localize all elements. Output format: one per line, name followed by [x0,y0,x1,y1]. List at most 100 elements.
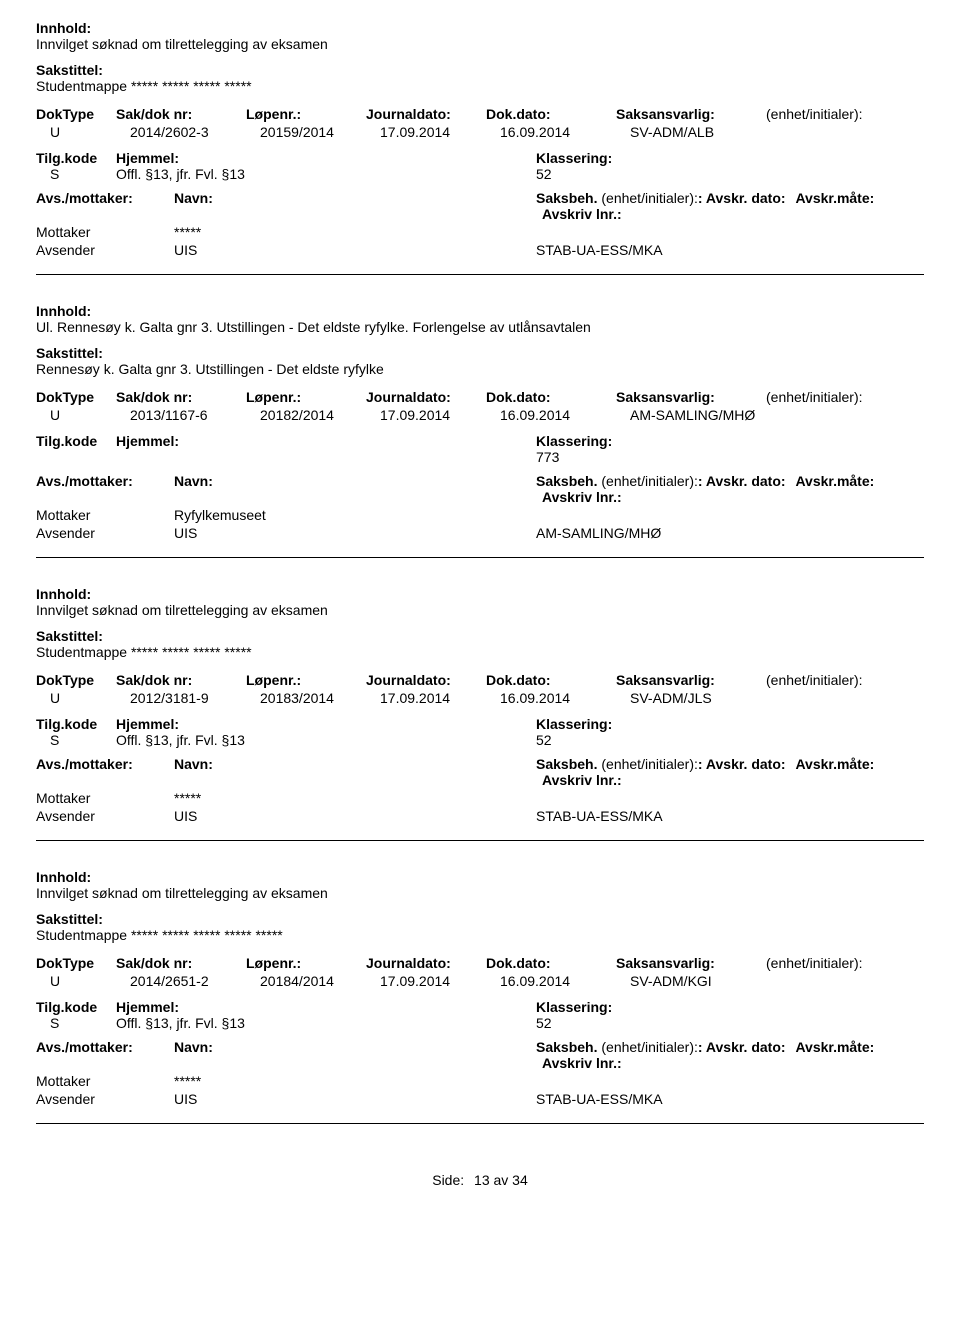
mottaker-label: Mottaker [36,224,174,240]
sakdoknr-value: 2013/1167-6 [130,407,260,423]
klassering-value: 52 [536,166,924,182]
tilg-data: S Offl. §13, jfr. Fvl. §13 52 [36,166,924,182]
lopenr-value: 20182/2014 [260,407,380,423]
data-row: U 2012/3181-9 20183/2014 17.09.2014 16.0… [36,690,924,706]
record: Innhold: Innvilget søknad om tilretteleg… [36,586,924,841]
enhetinit-label: (enhet/initialer): [766,389,924,405]
tilg-row: Tilg.kode Hjemmel: Klassering: [36,150,924,166]
hjemmel-value [116,449,536,465]
hjemmel-label: Hjemmel: [116,716,179,732]
enhetinit-label: (enhet/initialer): [766,955,924,971]
avsmottaker-label: Avs./mottaker: [36,1039,174,1071]
hjemmel-value: Offl. §13, jfr. Fvl. §13 [116,166,536,182]
avskrdato-label: Avskr. dato: [706,756,786,772]
innhold-label: Innhold: [36,20,924,36]
navn-label: Navn: [174,1039,536,1071]
enhetinit-label: (enhet/initialer): [766,106,924,122]
tilg-row: Tilg.kode Hjemmel: Klassering: [36,716,924,732]
tilg-data: S Offl. §13, jfr. Fvl. §13 52 [36,732,924,748]
journaldato-label: Journaldato: [366,672,486,688]
data-row: U 2014/2651-2 20184/2014 17.09.2014 16.0… [36,973,924,989]
saksbeh-label: Saksbeh. [536,473,597,489]
saksansvarlig-value: SV-ADM/ALB [630,124,780,140]
tilgkode-value [36,449,116,465]
divider [36,274,924,275]
klassering-label: Klassering: [536,999,924,1015]
innhold-value: Ul. Rennesøy k. Galta gnr 3. Utstillinge… [36,319,924,335]
journaldato-value: 17.09.2014 [380,973,500,989]
saksansvarlig-label: Saksansvarlig: [616,106,766,122]
sakdoknr-value: 2014/2651-2 [130,973,260,989]
enhetinit-label2: (enhet/initialer): [601,1039,698,1055]
mottaker-row: Mottaker ***** [36,1073,924,1089]
divider [36,1123,924,1124]
mottaker-row: Mottaker ***** [36,224,924,240]
saksbeh-header: Avs./mottaker: Navn: Saksbeh. (enhet/ini… [36,190,924,222]
dokdato-value: 16.09.2014 [500,690,630,706]
sakdoknr-value: 2014/2602-3 [130,124,260,140]
saksansvarlig-label: Saksansvarlig: [616,389,766,405]
tilgkode-value: S [36,1015,116,1031]
saksbeh-unit: STAB-UA-ESS/MKA [536,242,924,258]
saksbeh-header: Avs./mottaker: Navn: Saksbeh. (enhet/ini… [36,473,924,505]
sakdoknr-label: Sak/dok nr: [116,389,246,405]
mottaker-value: ***** [174,1073,536,1089]
avskrivlnr-label: Avskriv lnr.: [542,206,622,222]
sakdoknr-label: Sak/dok nr: [116,672,246,688]
dokdato-label: Dok.dato: [486,672,616,688]
mottaker-value: Ryfylkemuseet [174,507,536,523]
mottaker-row: Mottaker ***** [36,790,924,806]
dokdato-value: 16.09.2014 [500,124,630,140]
saksbeh-unit: AM-SAMLING/MHØ [536,525,924,541]
enhetinit-label2: (enhet/initialer): [601,756,698,772]
saksbeh-unit: STAB-UA-ESS/MKA [536,1091,924,1107]
tilg-data: S Offl. §13, jfr. Fvl. §13 52 [36,1015,924,1031]
mottaker-label: Mottaker [36,790,174,806]
divider [36,557,924,558]
lopenr-label: Løpenr.: [246,955,366,971]
record: Innhold: Ul. Rennesøy k. Galta gnr 3. Ut… [36,303,924,558]
dokdato-value: 16.09.2014 [500,973,630,989]
mottaker-value: ***** [174,224,536,240]
mottaker-row: Mottaker Ryfylkemuseet [36,507,924,523]
sakdoknr-label: Sak/dok nr: [116,955,246,971]
avsender-row: Avsender UIS STAB-UA-ESS/MKA [36,1091,924,1107]
page-text: 13 av 34 [474,1172,528,1188]
avsender-label: Avsender [36,1091,174,1107]
doktype-value: U [36,407,130,423]
avsmottaker-label: Avs./mottaker: [36,473,174,505]
navn-label: Navn: [174,473,536,505]
klassering-label: Klassering: [536,433,924,449]
header-row: DokType Sak/dok nr: Løpenr.: Journaldato… [36,672,924,688]
doktype-label: DokType [36,672,116,688]
avsender-row: Avsender UIS STAB-UA-ESS/MKA [36,242,924,258]
header-row: DokType Sak/dok nr: Løpenr.: Journaldato… [36,389,924,405]
innhold-value: Innvilget søknad om tilrettelegging av e… [36,36,924,52]
saksansvarlig-value: AM-SAMLING/MHØ [630,407,780,423]
hjemmel-label: Hjemmel: [116,150,179,166]
innhold-value: Innvilget søknad om tilrettelegging av e… [36,885,924,901]
header-row: DokType Sak/dok nr: Løpenr.: Journaldato… [36,106,924,122]
doktype-label: DokType [36,106,116,122]
lopenr-label: Løpenr.: [246,389,366,405]
klassering-label: Klassering: [536,150,924,166]
avsender-value: UIS [174,808,536,824]
sakstittel-value: Studentmappe ***** ***** ***** ***** [36,644,924,660]
avsender-row: Avsender UIS STAB-UA-ESS/MKA [36,808,924,824]
record: Innhold: Innvilget søknad om tilretteleg… [36,869,924,1124]
innhold-label: Innhold: [36,303,924,319]
tilg-row: Tilg.kode Hjemmel: Klassering: [36,433,924,449]
tilgkode-label: Tilg.kode [36,150,116,166]
avsender-value: UIS [174,525,536,541]
tilg-data: 773 [36,449,924,465]
hjemmel-label: Hjemmel: [116,433,179,449]
divider [36,840,924,841]
avskrdato-label: Avskr. dato: [706,1039,786,1055]
saksansvarlig-label: Saksansvarlig: [616,955,766,971]
navn-label: Navn: [174,190,536,222]
avskrivlnr-label: Avskriv lnr.: [542,489,622,505]
lopenr-label: Løpenr.: [246,106,366,122]
saksbeh-header: Avs./mottaker: Navn: Saksbeh. (enhet/ini… [36,1039,924,1071]
innhold-label: Innhold: [36,586,924,602]
innhold-label: Innhold: [36,869,924,885]
